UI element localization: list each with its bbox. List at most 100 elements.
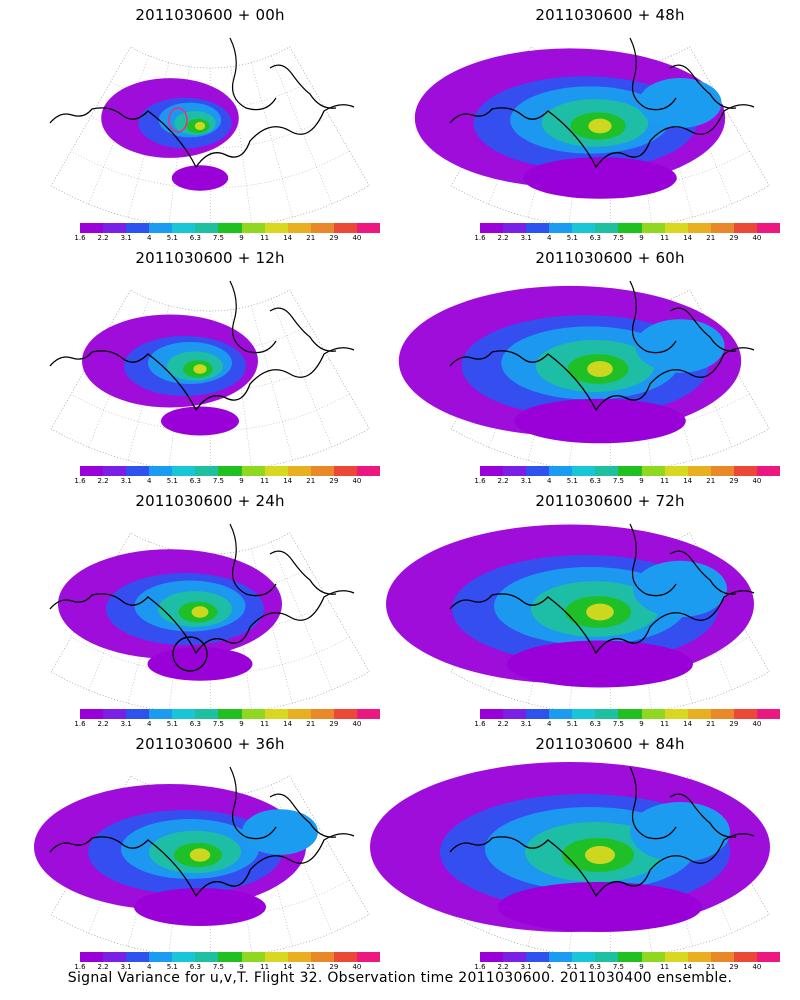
colorbar-segment <box>241 709 265 719</box>
map-domain-outline <box>450 532 770 715</box>
panel-title: 2011030600 + 60h <box>535 249 685 267</box>
colorbar-segment <box>149 466 173 476</box>
colorbar-tick-label: 40 <box>352 477 362 485</box>
colorbar-tick-label: 2.2 <box>497 477 509 485</box>
colorbar-tick-label: 9 <box>639 477 644 485</box>
colorbar-tick-label: 4 <box>546 720 552 728</box>
colorbar-segment <box>595 709 619 719</box>
colorbar-segment <box>503 223 527 233</box>
colorbar-tick-label: 21 <box>706 234 716 242</box>
colorbar-tick-label: 2.2 <box>97 720 109 728</box>
colorbar-segment <box>687 466 711 476</box>
colorbar-tick-label: 11 <box>660 234 670 242</box>
map-domain-outline <box>50 775 370 958</box>
colorbar-segment <box>149 709 173 719</box>
observation-marker <box>168 107 188 133</box>
colorbar-tick-label: 11 <box>660 963 670 971</box>
colorbar-segment <box>287 952 311 962</box>
colorbar-tick-label: 40 <box>752 477 762 485</box>
colorbar-tick-label: 6.3 <box>589 234 601 242</box>
colorbar-ticks: 1.6 2.2 3.1 4 5.1 6.3 7.5 9 11 14 21 29 40 <box>74 234 380 244</box>
colorbar-segment <box>218 709 242 719</box>
colorbar-segment <box>80 952 104 962</box>
colorbar-tick-label: 29 <box>329 477 339 485</box>
colorbar-segment <box>549 466 573 476</box>
colorbar-tick-label: 4 <box>146 720 152 728</box>
colorbar-tick-label: 11 <box>660 477 670 485</box>
colorbar-ticks: 1.6 2.2 3.1 4 5.1 6.3 7.5 9 11 14 21 29 40 <box>74 963 380 973</box>
colorbar-tick-label: 14 <box>283 477 293 485</box>
colorbar-tick-label: 6.3 <box>189 720 201 728</box>
colorbar-segment <box>333 709 357 719</box>
forecast-panel-p24: 2011030600 + 24h 1.6 2.2 3.1 4 5.1 6.3 7.5 9 11 14… <box>20 486 400 728</box>
colorbar-segment <box>218 466 242 476</box>
colorbar <box>80 223 381 233</box>
panel-title: 2011030600 + 12h <box>135 249 285 267</box>
colorbar-segment <box>172 709 196 719</box>
coastline-north <box>629 280 737 354</box>
colorbar-segment <box>310 466 334 476</box>
colorbar-tick-label: 3.1 <box>120 720 132 728</box>
map-domain-outline <box>450 775 770 958</box>
colorbar-segment <box>595 223 619 233</box>
colorbar-tick-label: 4 <box>146 477 152 485</box>
colorbar-segment <box>733 709 757 719</box>
colorbar-tick-label: 14 <box>683 963 693 971</box>
colorbar-tick-label: 1.6 <box>74 963 86 971</box>
colorbar-segment <box>172 466 196 476</box>
colorbar-segment <box>195 952 219 962</box>
colorbar <box>480 466 781 476</box>
colorbar-tick-label: 9 <box>639 720 644 728</box>
forecast-panel-p72: 2011030600 + 72h 1.6 2.2 3.1 4 5.1 6.3 7.5 9 11 14… <box>386 486 800 728</box>
variance-map <box>414 37 770 229</box>
colorbar-segment <box>195 709 219 719</box>
colorbar-segment <box>710 709 734 719</box>
colorbar-segment <box>103 952 127 962</box>
colorbar-segment <box>172 952 196 962</box>
colorbar-tick-label: 2.2 <box>97 963 109 971</box>
colorbar-segment <box>503 952 527 962</box>
colorbar-tick-label: 14 <box>683 477 693 485</box>
panel-title: 2011030600 + 36h <box>135 735 285 753</box>
colorbar <box>480 709 781 719</box>
colorbar-segment <box>641 223 665 233</box>
colorbar-tick-label: 3.1 <box>120 477 132 485</box>
colorbar-segment <box>595 952 619 962</box>
variance-field <box>101 78 239 191</box>
colorbar-tick-label: 6.3 <box>189 234 201 242</box>
variance-field <box>82 314 258 436</box>
colorbar-segment <box>195 466 219 476</box>
colorbar-tick-label: 5.1 <box>566 477 578 485</box>
panel-title: 2011030600 + 24h <box>135 492 285 510</box>
colorbar-segment <box>687 223 711 233</box>
colorbar-segment <box>149 952 173 962</box>
colorbar-ticks: 1.6 2.2 3.1 4 5.1 6.3 7.5 9 11 14 21 29 40 <box>474 720 780 730</box>
colorbar-segment <box>618 223 642 233</box>
variance-field <box>34 784 318 926</box>
colorbar-segment <box>264 709 288 719</box>
forecast-panel-p60: 2011030600 + 60h 1.6 2.2 3.1 4 5.1 6.3 7.5 9 11 14… <box>398 243 800 485</box>
colorbar-tick-label: 3.1 <box>520 720 532 728</box>
colorbar-tick-label: 2.2 <box>97 234 109 242</box>
colorbar-segment <box>480 223 504 233</box>
colorbar-segment <box>356 466 381 476</box>
forecast-panel-p84: 2011030600 + 84h 1.6 2.2 3.1 4 5.1 6.3 7.5 9 11 14… <box>370 729 800 971</box>
forecast-panel-p36: 2011030600 + 36h 1.6 2.2 3.1 4 5.1 6.3 7.5 9 11 14… <box>20 729 400 971</box>
forecast-panel-p12: 2011030600 + 12h 1.6 2.2 3.1 4 5.1 6.3 7.5 9 11 14… <box>20 243 400 485</box>
colorbar-segment <box>664 709 688 719</box>
colorbar-segment <box>572 223 596 233</box>
colorbar-tick-label: 14 <box>683 234 693 242</box>
colorbar-segment <box>241 466 265 476</box>
colorbar-tick-label: 7.5 <box>212 963 225 971</box>
colorbar-segment <box>572 709 596 719</box>
colorbar-segment <box>333 223 357 233</box>
colorbar-tick-label: 5.1 <box>166 234 178 242</box>
colorbar-ticks: 1.6 2.2 3.1 4 5.1 6.3 7.5 9 11 14 21 29 40 <box>74 720 380 730</box>
colorbar-tick-label: 5.1 <box>566 234 578 242</box>
colorbar-tick-label: 21 <box>706 720 716 728</box>
colorbar-tick-label: 6.3 <box>189 963 201 971</box>
colorbar-tick-label: 21 <box>306 477 316 485</box>
colorbar <box>480 223 781 233</box>
colorbar-segment <box>480 466 504 476</box>
colorbar-tick-label: 5.1 <box>166 720 178 728</box>
